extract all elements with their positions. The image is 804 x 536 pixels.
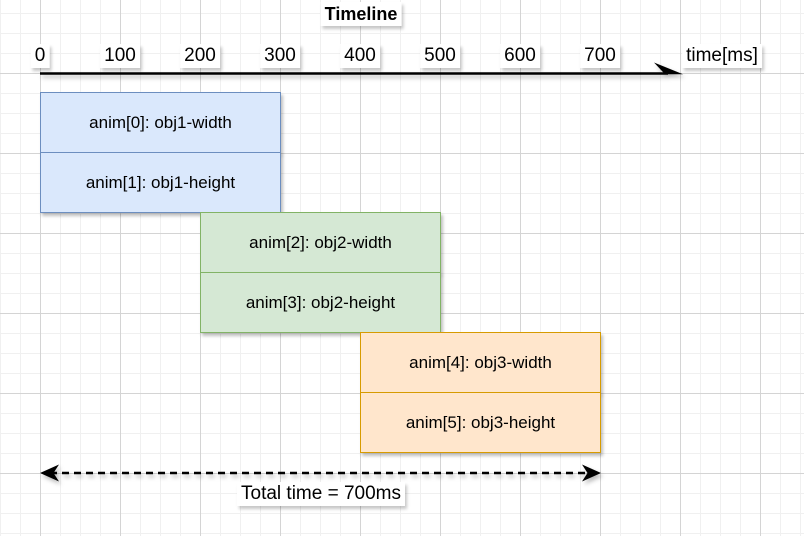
block-anim4-obj3-width: anim[4]: obj3-width [360, 332, 601, 393]
time-axis-arrowhead-icon [654, 62, 683, 75]
total-time-label: Total time = 700ms [237, 482, 405, 506]
total-time-arrowhead-right-icon [582, 464, 601, 482]
block-anim3-obj2-height: anim[3]: obj2-height [200, 272, 441, 333]
axis-tick-400: 400 [340, 44, 380, 68]
axis-tick-700: 700 [580, 44, 620, 68]
block-anim0-obj1-width: anim[0]: obj1-width [40, 92, 281, 153]
axis-tick-600: 600 [500, 44, 540, 68]
axis-tick-500: 500 [420, 44, 460, 68]
block-anim1-obj1-height: anim[1]: obj1-height [40, 152, 281, 213]
block-label: anim[1]: obj1-height [85, 172, 236, 192]
block-label: anim[4]: obj3-width [409, 352, 552, 372]
axis-tick-200: 200 [180, 44, 220, 68]
axis-tick-300: 300 [260, 44, 300, 68]
diagram-title: Timeline [320, 2, 402, 26]
axis-tick-100: 100 [100, 44, 140, 68]
block-label: anim[0]: obj1-width [89, 112, 232, 132]
axis-unit-label: time[ms] [682, 44, 762, 68]
block-label: anim[2]: obj2-width [249, 232, 392, 252]
axis-tick-0: 0 [30, 44, 50, 68]
block-label: anim[5]: obj3-height [405, 412, 556, 432]
block-anim5-obj3-height: anim[5]: obj3-height [360, 392, 601, 453]
total-time-arrowhead-left-icon [40, 464, 59, 482]
block-label: anim[3]: obj2-height [245, 292, 396, 312]
block-anim2-obj2-width: anim[2]: obj2-width [200, 212, 441, 273]
